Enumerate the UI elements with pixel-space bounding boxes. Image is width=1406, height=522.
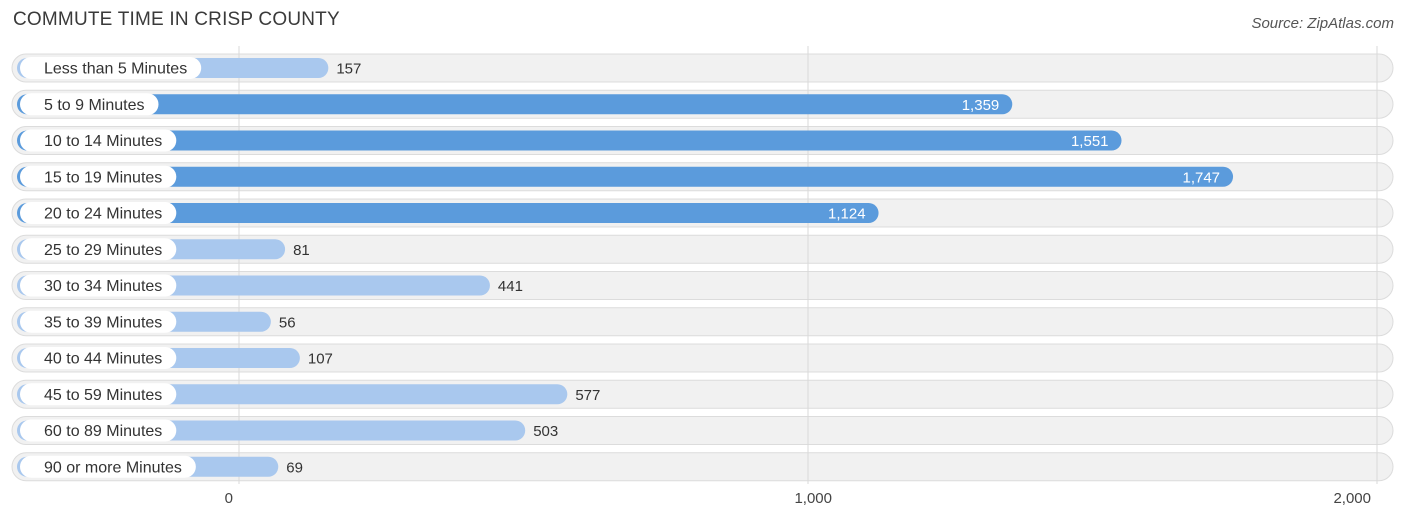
x-tick-label: 0 — [225, 490, 233, 507]
category-label-pill — [20, 274, 177, 297]
category-label-pill — [20, 310, 177, 333]
category-label: 45 to 59 Minutes — [44, 387, 162, 404]
category-label: 10 to 14 Minutes — [44, 133, 162, 150]
category-label: 35 to 39 Minutes — [44, 314, 162, 331]
category-label: 15 to 19 Minutes — [44, 169, 162, 186]
value-label: 81 — [293, 242, 310, 259]
value-label: 1,551 — [1071, 133, 1109, 150]
row-background — [11, 452, 1394, 482]
bar — [17, 166, 1234, 187]
x-tick-label: 1,000 — [794, 490, 832, 507]
bar — [17, 203, 879, 223]
category-label: 90 or more Minutes — [44, 459, 182, 476]
row-background — [11, 53, 1394, 83]
chart-title: COMMUTE TIME IN CRISP COUNTY — [13, 9, 340, 30]
category-label: 20 to 24 Minutes — [44, 206, 162, 223]
category-label-pill — [20, 129, 177, 152]
category-label: 40 to 44 Minutes — [44, 351, 162, 368]
bar — [17, 130, 1122, 151]
value-label: 503 — [533, 423, 558, 440]
row-background — [11, 343, 1394, 373]
value-label: 1,124 — [828, 206, 866, 223]
category-label: 5 to 9 Minutes — [44, 97, 145, 114]
category-label-pill — [20, 238, 177, 261]
value-label: 1,359 — [962, 97, 1000, 114]
category-label-pill — [20, 93, 159, 116]
category-label: 30 to 34 Minutes — [44, 278, 162, 295]
row-background — [11, 234, 1394, 264]
category-label-pill — [20, 455, 196, 478]
category-label-pill — [20, 347, 177, 369]
category-label-pill — [20, 383, 177, 406]
value-label: 69 — [286, 459, 303, 476]
source-note: Source: ZipAtlas.com — [1251, 15, 1394, 32]
value-label: 157 — [336, 61, 361, 78]
category-label: Less than 5 Minutes — [44, 61, 187, 78]
bar — [17, 94, 1013, 115]
x-tick-label: 2,000 — [1333, 490, 1371, 507]
value-label: 1,747 — [1182, 169, 1220, 186]
category-label: 60 to 89 Minutes — [44, 423, 162, 440]
category-label-pill — [20, 165, 177, 188]
category-label-pill — [20, 202, 177, 224]
value-label: 107 — [308, 351, 333, 368]
value-label: 56 — [279, 314, 296, 331]
category-label: 25 to 29 Minutes — [44, 242, 162, 259]
category-label-pill — [20, 419, 177, 442]
value-label: 577 — [575, 387, 600, 404]
value-label: 441 — [498, 278, 523, 295]
row-background — [11, 307, 1394, 337]
category-label-pill — [20, 57, 202, 79]
